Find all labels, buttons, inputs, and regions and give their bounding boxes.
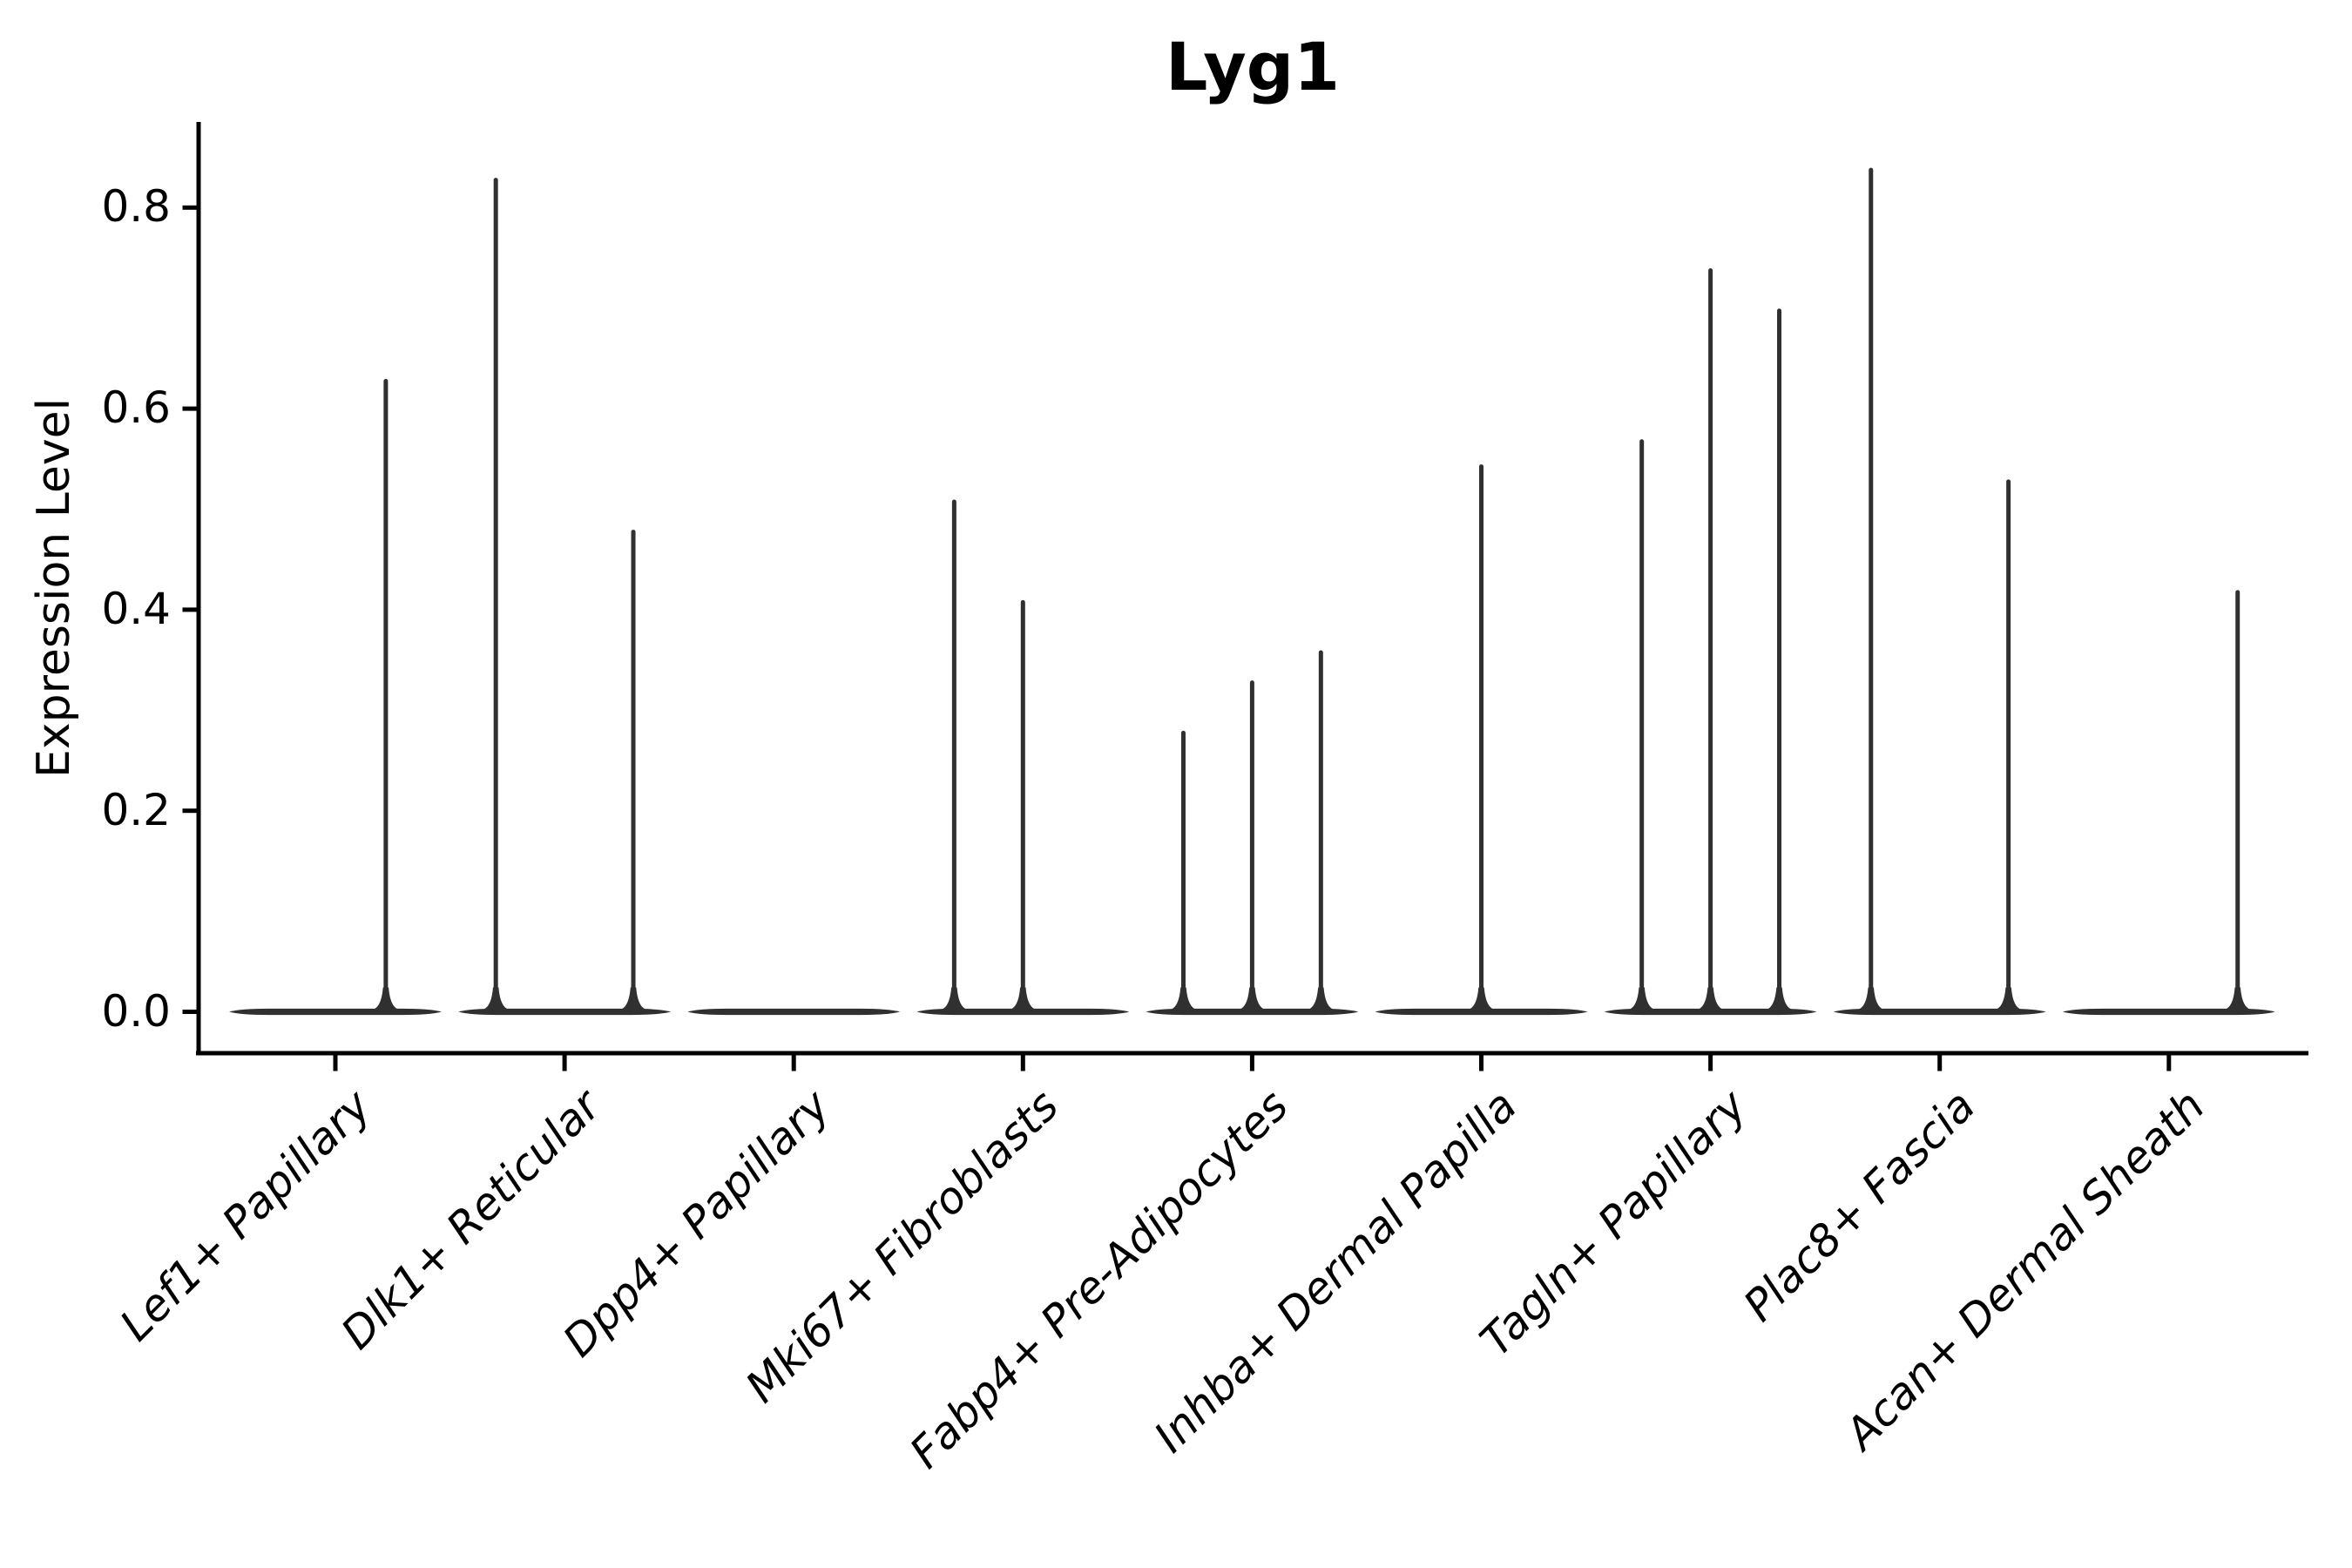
violin-zero-base — [1146, 1008, 1359, 1016]
y-tick-label: 0.8 — [101, 181, 171, 233]
violin-zero-base — [229, 1008, 442, 1016]
y-tick-label: 0.6 — [101, 382, 171, 434]
violin-zero-base — [458, 1008, 672, 1016]
violin-zero-base — [1604, 1008, 1817, 1016]
violin-zero-base — [2062, 1008, 2275, 1016]
chart-title: Lyg1 — [1165, 28, 1341, 105]
violin-zero-base — [1833, 1008, 2046, 1016]
y-tick-label: 0.4 — [101, 583, 171, 634]
y-tick-label: 0.2 — [101, 784, 171, 835]
violin-zero-base — [1375, 1008, 1588, 1016]
violin-zero-base — [687, 1008, 901, 1016]
y-tick-label: 0.0 — [101, 985, 171, 1037]
violin-zero-base — [916, 1008, 1130, 1016]
